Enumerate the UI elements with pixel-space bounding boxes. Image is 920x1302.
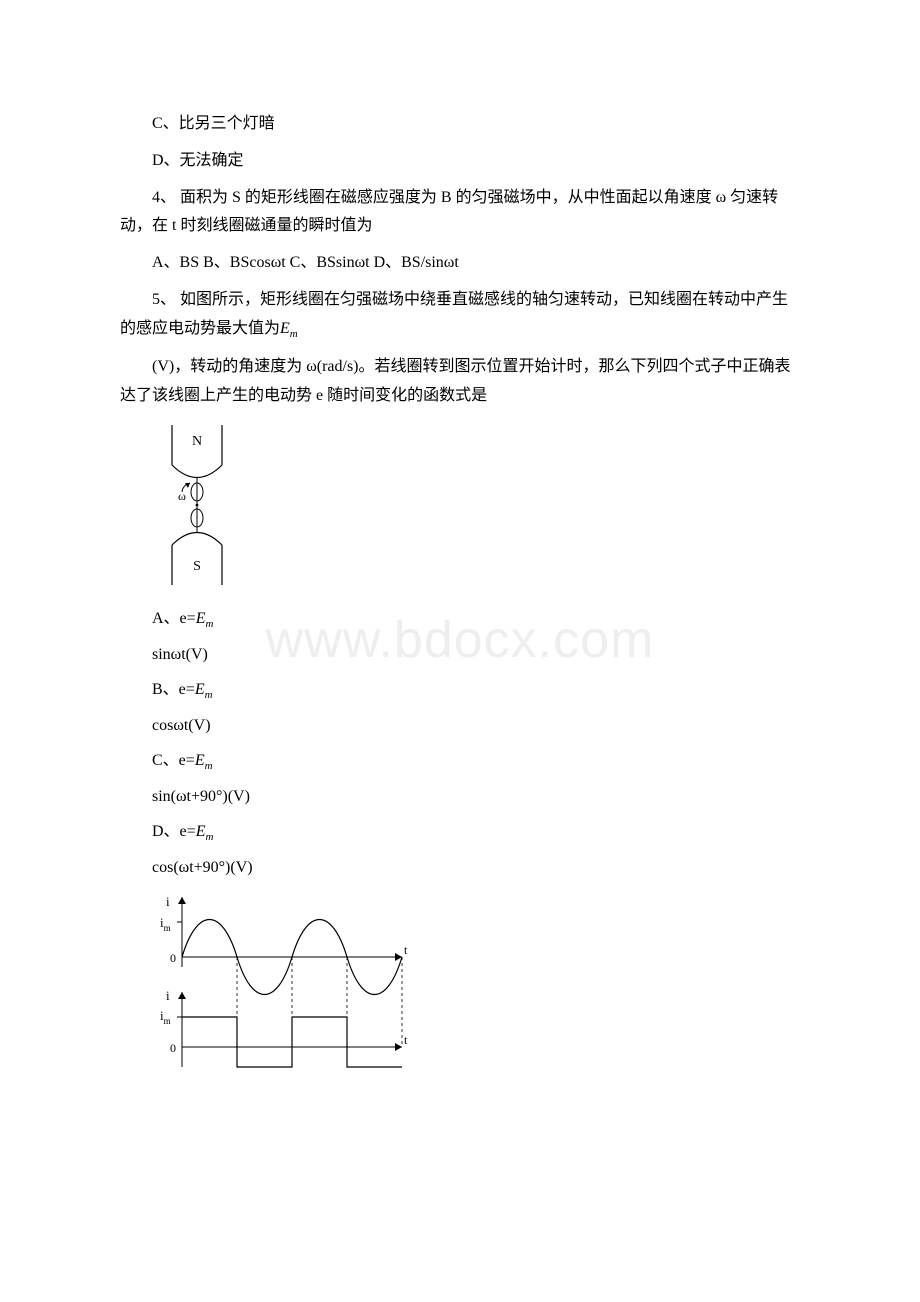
document-content: C、比另三个灯暗 D、无法确定 4、 面积为 S 的矩形线圈在磁感应强度为 B … [120, 110, 800, 1077]
q5-option-d: D、e=Em [120, 818, 800, 848]
q5-option-b-suf: cosωt(V) [120, 712, 800, 741]
svg-text:i: i [166, 894, 170, 909]
q5-option-a-suf: sinωt(V) [120, 641, 800, 670]
q4-options: A、BS B、BScosωt C、BSsinωt D、BS/sinωt [120, 249, 800, 278]
omega-label: ω [178, 489, 186, 503]
q4-stem: 4、 面积为 S 的矩形线圈在磁感应强度为 B 的匀强磁场中，从中性面起以角速度… [120, 184, 800, 242]
magnet-n-label: N [192, 434, 202, 449]
magnet-coil-diagram: N ω S [152, 420, 800, 595]
em-a-m: m [205, 619, 213, 631]
q5-stem-line2: (V)，转动的角速度为 ω(rad/s)。若线圈转到图示位置开始计时，那么下列四… [120, 353, 800, 411]
q3-option-d: D、无法确定 [120, 147, 800, 176]
q5-option-d-suf: cos(ωt+90°)(V) [120, 854, 800, 883]
svg-text:i: i [166, 988, 170, 1003]
em-c: Em [195, 752, 213, 769]
em-a-e: E [196, 610, 206, 627]
q5-b-pre: B、e= [152, 681, 195, 698]
waveform-diagram: i im 0 t i im 0 t [152, 892, 800, 1077]
q5-option-c-suf: sin(ωt+90°)(V) [120, 783, 800, 812]
q3-option-c: C、比另三个灯暗 [120, 110, 800, 139]
em-e: E [280, 320, 290, 337]
em-d: Em [196, 823, 214, 840]
q5-c-pre: C、e= [152, 752, 195, 769]
magnet-s-label: S [193, 559, 201, 574]
em-c-m: m [205, 760, 213, 772]
q5-stem-line1: 5、 如图所示，矩形线圈在匀强磁场中绕垂直磁感线的轴匀速转动，已知线圈在转动中产… [120, 286, 800, 345]
q5-option-a: A、e=Em [120, 605, 800, 635]
em-d-e: E [196, 823, 206, 840]
q5-stem1-pre: 5、 如图所示，矩形线圈在匀强磁场中绕垂直磁感线的轴匀速转动，已知线圈在转动中产… [120, 291, 788, 337]
q5-option-c: C、e=Em [120, 747, 800, 777]
q5-option-b: B、e=Em [120, 676, 800, 706]
svg-text:0: 0 [170, 1041, 176, 1055]
q5-a-pre: A、e= [152, 610, 196, 627]
em-b-m: m [205, 689, 213, 701]
em-d-m: m [205, 831, 213, 843]
svg-text:0: 0 [170, 951, 176, 965]
em-m: m [290, 328, 298, 340]
em-symbol: Em [280, 320, 298, 337]
em-c-e: E [195, 752, 205, 769]
em-b-e: E [195, 681, 205, 698]
q5-d-pre: D、e= [152, 823, 196, 840]
em-b: Em [195, 681, 213, 698]
em-a: Em [196, 610, 214, 627]
